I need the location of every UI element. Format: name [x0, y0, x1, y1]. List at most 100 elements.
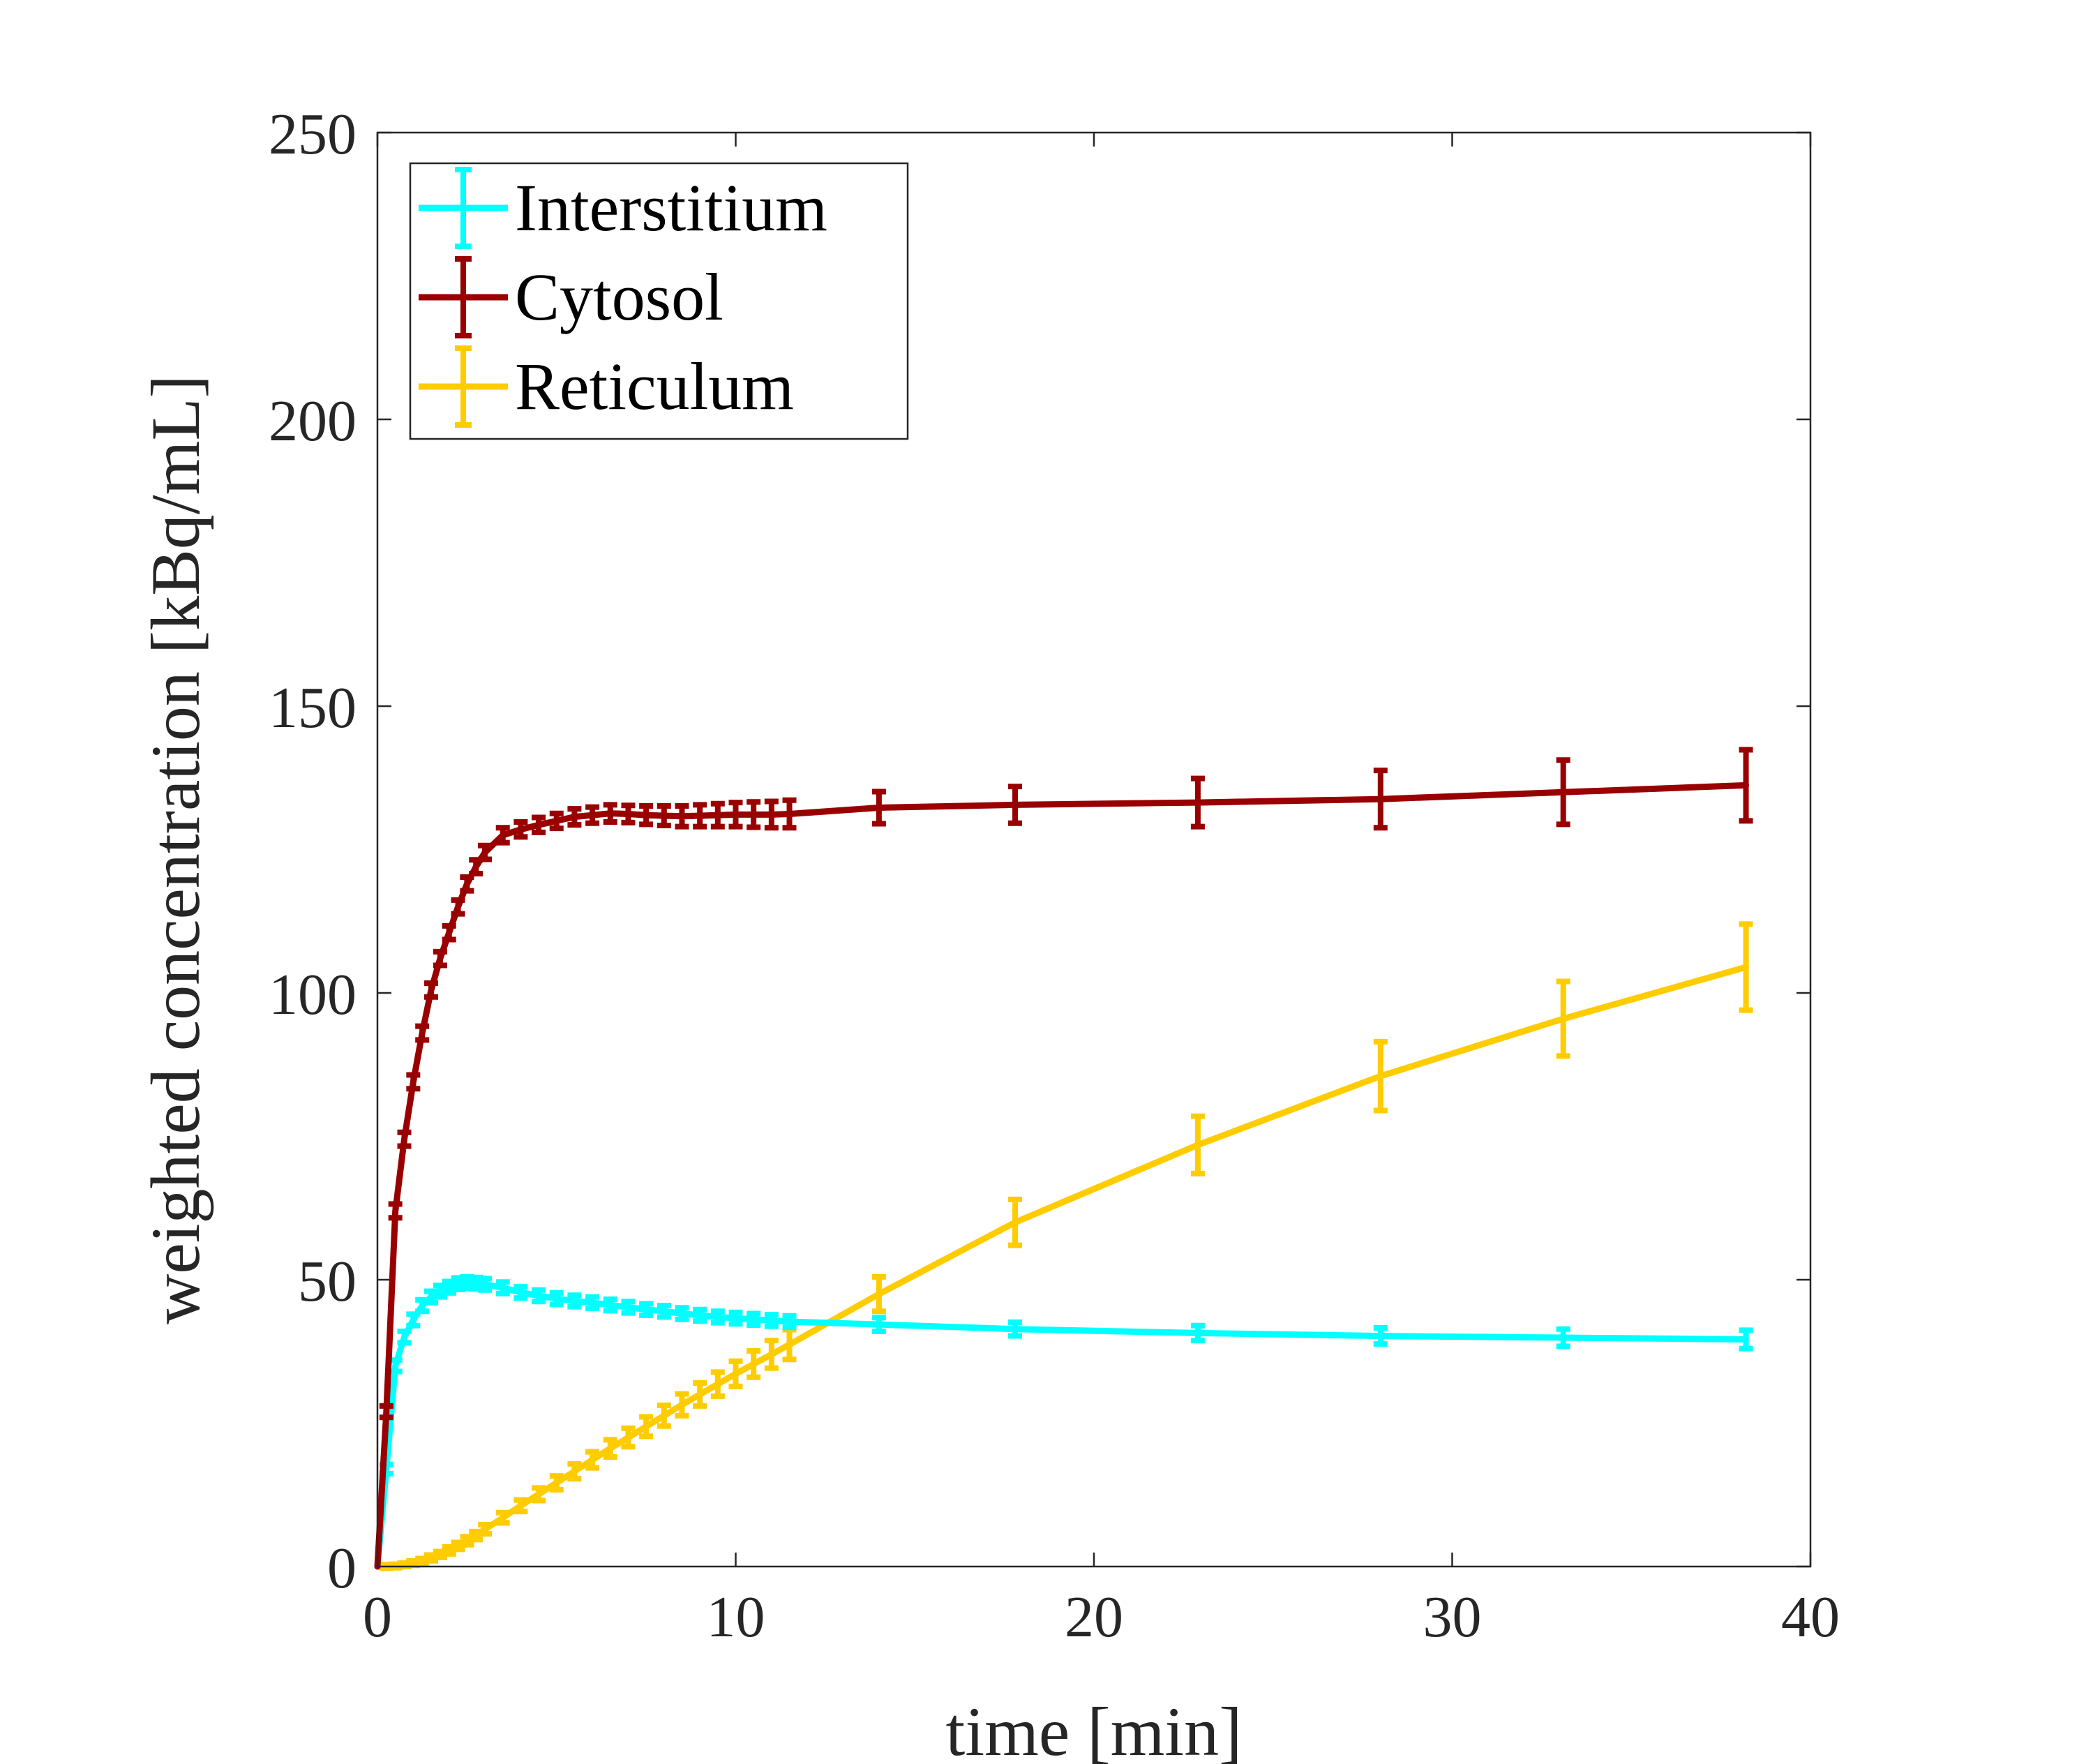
- series-layer: [374, 747, 1753, 1571]
- series-reticulum: [374, 921, 1753, 1571]
- error-bar-reticulum: [532, 1485, 546, 1504]
- error-bar-reticulum: [478, 1521, 493, 1537]
- error-bar-interstitium: [415, 1296, 430, 1315]
- error-bar-interstitium: [424, 1288, 439, 1306]
- error-bar-reticulum: [1556, 978, 1570, 1059]
- error-bar-cytosol: [1739, 747, 1753, 824]
- error-bar-interstitium: [675, 1305, 689, 1322]
- error-bar-reticulum: [513, 1497, 528, 1515]
- legend-entry-cytosol: Cytosol: [419, 256, 723, 338]
- error-bar-cytosol: [1190, 775, 1205, 830]
- error-bar-cytosol: [388, 1201, 403, 1221]
- error-bar-reticulum: [567, 1460, 582, 1482]
- error-bar-interstitium: [728, 1309, 743, 1327]
- error-bar-cytosol: [379, 1403, 393, 1421]
- error-bar-cytosol: [782, 797, 797, 831]
- error-bar-interstitium: [513, 1283, 528, 1301]
- axes-box: [376, 131, 1812, 1568]
- y-tick-label: 150: [269, 675, 357, 740]
- error-bar-interstitium: [1190, 1322, 1205, 1344]
- x-tick-label: 40: [1781, 1585, 1840, 1650]
- y-tick-label: 250: [269, 102, 357, 167]
- legend-entry-interstitium: Interstitium: [419, 167, 827, 249]
- error-bar-interstitium: [747, 1310, 761, 1328]
- x-tick-label: 10: [707, 1585, 765, 1650]
- error-bar-reticulum: [1190, 1113, 1205, 1176]
- error-bar-reticulum: [1008, 1196, 1023, 1248]
- error-bar-reticulum: [693, 1380, 707, 1409]
- error-bar-reticulum: [728, 1358, 743, 1389]
- y-tick-label: 50: [298, 1249, 357, 1314]
- error-bar-interstitium: [603, 1296, 617, 1314]
- y-tick-label: 200: [269, 389, 357, 454]
- error-bar-cytosol: [603, 802, 617, 825]
- error-bar-interstitium: [532, 1287, 546, 1305]
- error-bar-reticulum: [621, 1425, 636, 1450]
- error-bar-cytosol: [532, 814, 546, 835]
- error-bar-cytosol: [451, 897, 465, 917]
- error-bar-cytosol: [693, 802, 707, 830]
- error-bar-cytosol: [728, 800, 743, 830]
- error-bar-reticulum: [747, 1347, 761, 1380]
- error-bar-interstitium: [478, 1276, 493, 1293]
- legend: Interstitium Cytosol Reticulum: [409, 162, 909, 440]
- tick-labels: 0 10 20 30 40 0 50 100 150 200 250: [269, 102, 1840, 1650]
- error-bar-interstitium: [782, 1313, 797, 1331]
- error-bar-cytosol: [406, 1072, 421, 1092]
- error-bar-interstitium: [1556, 1326, 1570, 1350]
- error-bar-reticulum: [495, 1509, 510, 1526]
- y-axis-label: weighted concentration [kBq/mL]: [137, 375, 214, 1324]
- legend-label-interstitium: Interstitium: [515, 170, 827, 245]
- error-bar-interstitium: [1373, 1325, 1388, 1347]
- legend-label-cytosol: Cytosol: [515, 260, 723, 334]
- error-bar-interstitium: [639, 1301, 654, 1318]
- error-bar-interstitium: [1008, 1319, 1023, 1339]
- error-bar-interstitium: [433, 1283, 447, 1300]
- error-bar-cytosol: [424, 980, 439, 1000]
- error-bar-cytosol: [513, 819, 528, 840]
- x-tick-label: 20: [1065, 1585, 1123, 1650]
- error-bar-cytosol: [657, 803, 671, 828]
- y-tick-label: 100: [269, 962, 357, 1027]
- error-bar-interstitium: [764, 1312, 779, 1329]
- error-bar-reticulum: [1373, 1038, 1388, 1114]
- error-bar-reticulum: [603, 1437, 617, 1460]
- error-bar-cytosol: [567, 806, 582, 828]
- x-tick-label: 0: [363, 1585, 392, 1650]
- legend-label-reticulum: Reticulum: [515, 349, 794, 424]
- x-tick-label: 30: [1423, 1585, 1482, 1650]
- error-bar-interstitium: [585, 1294, 600, 1312]
- error-bar-reticulum: [549, 1473, 564, 1493]
- error-bar-cytosol: [460, 874, 474, 894]
- error-bar-reticulum: [585, 1449, 600, 1471]
- error-bar-cytosol: [1556, 757, 1570, 828]
- error-bar-cytosol: [1373, 768, 1388, 831]
- error-bar-interstitium: [442, 1278, 456, 1296]
- error-bar-interstitium: [621, 1299, 636, 1316]
- error-bar-cytosol: [433, 948, 447, 969]
- error-bar-interstitium: [710, 1308, 725, 1326]
- error-bar-interstitium: [397, 1328, 412, 1346]
- series-cytosol: [374, 747, 1753, 1570]
- error-bar-interstitium: [1739, 1327, 1753, 1352]
- error-bar-cytosol: [442, 922, 456, 943]
- error-bar-cytosol: [764, 798, 779, 831]
- error-bar-interstitium: [693, 1306, 707, 1324]
- error-bar-cytosol: [675, 803, 689, 830]
- error-bar-reticulum: [460, 1534, 474, 1548]
- error-bar-reticulum: [710, 1369, 725, 1399]
- error-bar-reticulum: [1739, 921, 1753, 1013]
- error-bar-interstitium: [657, 1302, 671, 1320]
- x-axis-label: time [min]: [946, 1693, 1243, 1764]
- error-bar-cytosol: [639, 803, 654, 828]
- error-bar-reticulum: [675, 1391, 689, 1419]
- error-bar-cytosol: [871, 788, 886, 827]
- error-bar-cytosol: [478, 842, 493, 862]
- error-bar-cytosol: [1008, 784, 1023, 826]
- error-bar-cytosol: [747, 799, 761, 830]
- error-bar-interstitium: [406, 1311, 421, 1329]
- error-bar-reticulum: [639, 1414, 654, 1440]
- error-bar-interstitium: [549, 1290, 564, 1308]
- error-bar-reticulum: [871, 1273, 886, 1315]
